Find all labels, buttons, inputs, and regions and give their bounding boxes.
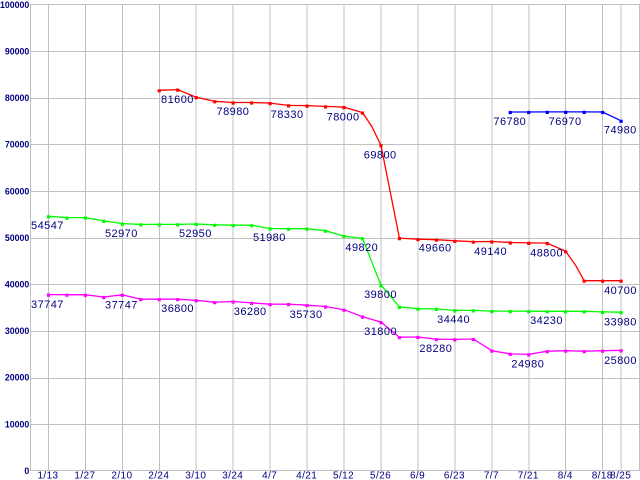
svg-text:70000: 70000 [5, 140, 30, 150]
svg-text:4/7: 4/7 [262, 471, 277, 480]
svg-text:36800: 36800 [161, 303, 194, 315]
svg-text:2/10: 2/10 [111, 471, 132, 480]
svg-text:69800: 69800 [364, 149, 397, 161]
svg-text:52970: 52970 [105, 228, 138, 240]
svg-text:76970: 76970 [549, 116, 582, 128]
svg-text:76780: 76780 [493, 116, 526, 128]
svg-text:49820: 49820 [345, 242, 378, 254]
svg-text:0: 0 [24, 466, 29, 476]
svg-text:37747: 37747 [105, 300, 138, 312]
svg-text:28280: 28280 [419, 343, 452, 355]
svg-text:30000: 30000 [5, 326, 30, 336]
svg-text:5/12: 5/12 [333, 471, 354, 480]
svg-text:5/26: 5/26 [370, 471, 391, 480]
svg-text:20000: 20000 [5, 373, 30, 383]
svg-text:35730: 35730 [290, 309, 323, 321]
svg-text:3/10: 3/10 [185, 471, 206, 480]
svg-text:54547: 54547 [31, 220, 64, 232]
svg-text:78330: 78330 [271, 109, 304, 121]
svg-text:34440: 34440 [437, 314, 470, 326]
svg-text:6/23: 6/23 [444, 471, 465, 480]
svg-text:6/9: 6/9 [410, 471, 425, 480]
svg-text:2/24: 2/24 [148, 471, 169, 480]
svg-text:60000: 60000 [5, 186, 30, 196]
svg-text:7/7: 7/7 [484, 471, 499, 480]
svg-text:50000: 50000 [5, 233, 30, 243]
svg-text:78000: 78000 [327, 112, 360, 124]
svg-text:33980: 33980 [604, 317, 637, 329]
svg-text:24980: 24980 [511, 359, 544, 371]
svg-text:49140: 49140 [474, 246, 507, 258]
svg-text:4/21: 4/21 [296, 471, 317, 480]
svg-text:3/24: 3/24 [222, 471, 243, 480]
svg-text:31800: 31800 [364, 326, 397, 338]
svg-text:39800: 39800 [364, 289, 397, 301]
svg-text:90000: 90000 [5, 47, 30, 57]
svg-text:52950: 52950 [179, 228, 212, 240]
svg-text:100000: 100000 [0, 0, 29, 10]
svg-text:80000: 80000 [5, 93, 30, 103]
svg-text:25800: 25800 [604, 355, 637, 367]
svg-text:8/25: 8/25 [610, 471, 631, 480]
svg-text:10000: 10000 [5, 419, 30, 429]
svg-text:36280: 36280 [234, 306, 267, 318]
svg-text:78980: 78980 [217, 106, 250, 118]
svg-text:74980: 74980 [604, 124, 637, 136]
svg-text:40000: 40000 [5, 280, 30, 290]
svg-text:40700: 40700 [604, 285, 637, 297]
svg-text:7/21: 7/21 [518, 471, 539, 480]
svg-text:48800: 48800 [530, 248, 563, 260]
svg-text:37747: 37747 [31, 299, 64, 311]
svg-text:49660: 49660 [419, 243, 452, 255]
svg-text:1/27: 1/27 [74, 471, 95, 480]
svg-text:8/18: 8/18 [592, 471, 613, 480]
svg-text:51980: 51980 [253, 232, 286, 244]
svg-text:34230: 34230 [530, 315, 563, 327]
svg-text:1/13: 1/13 [37, 471, 58, 480]
svg-text:81600: 81600 [161, 94, 194, 106]
svg-text:8/4: 8/4 [558, 471, 573, 480]
